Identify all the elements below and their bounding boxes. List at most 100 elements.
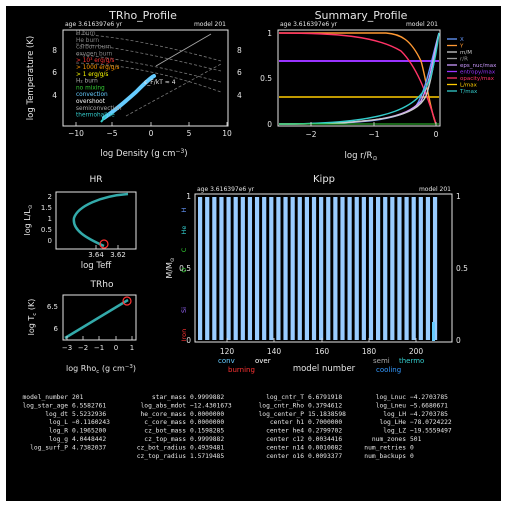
trho-profile-legend-item: > 10³ erg/g/s (76, 57, 114, 64)
kipp-convection-bar (212, 197, 217, 340)
trho-profile-curve-tail (100, 115, 107, 123)
trho-profile-legend-item: > 1 erg/g/s (76, 72, 108, 78)
info-value: 0.4939481 (190, 444, 224, 451)
info-value: 6.6791918 (308, 394, 342, 401)
kipp-x-tick-label: 180 (362, 347, 377, 356)
trho-profile-legend-item: carbon burn (76, 45, 112, 51)
kipp-convection-bar (347, 197, 352, 340)
trho-profile-burn-lines (75, 33, 222, 117)
summary-legend-item: X (460, 37, 464, 43)
trho-profile-legend-item: convection (76, 92, 108, 98)
hr-y-tick-label: 1.5 (41, 204, 52, 212)
trho-profile-panel: TRho_Profile age 3.616397e6 yr model 201… (26, 9, 242, 159)
info-label: cz_bot_mass (144, 428, 186, 435)
trho-profile-x-tick-label: −5 (106, 129, 117, 138)
kipp-convection-bar (226, 197, 231, 340)
hr-title: HR (89, 175, 102, 185)
info-value: −19.5559497 (410, 428, 452, 435)
trho-title: TRho (90, 280, 114, 290)
info-value: 0.3794612 (308, 402, 342, 409)
info-value: 0 (410, 453, 414, 460)
kipp-convection-bar (361, 197, 366, 340)
info-value: 1.5719485 (190, 453, 224, 460)
trho-panel: TRho −3 −2 −1 0 1 6.56 log Rhoc (g cm−3) log… (27, 280, 137, 375)
summary-profile-frame (277, 29, 441, 127)
kipp-convection-bar (354, 197, 359, 340)
info-label: log_center_P (259, 411, 305, 418)
info-label: log_cntr_T (266, 394, 304, 401)
trho-profile-x-tick-label: 10 (222, 129, 232, 138)
hr-track (72, 192, 129, 248)
info-label: log_LHe (379, 419, 406, 426)
kipp-x-tick-label: 140 (267, 347, 282, 356)
hr-current-point (99, 239, 109, 249)
trho-y-ticks: 6.56 (47, 303, 59, 333)
info-label: center he4 (266, 428, 304, 435)
info-label: log_R (49, 428, 68, 435)
hr-y-tick-label: 1 (48, 215, 52, 223)
trho-profile-legend-item: semiconvection (76, 106, 122, 112)
hr-y-ticks: 2 1.5 1 0.5 0 (41, 193, 52, 245)
kipp-y-tick-label-right: 0.5 (456, 264, 468, 273)
info-label: log_LZ (383, 428, 406, 435)
kipp-frame (194, 193, 453, 343)
trho-x-tick-label: −2 (78, 344, 88, 352)
trho-profile-y-ticks: 8 6 4 8 6 4 (52, 46, 242, 100)
summary-legend-item: T/max (459, 89, 478, 95)
summary-legend-item: r/R (460, 57, 468, 63)
kipp-y-tick-label: 0.5 (179, 264, 191, 273)
trho-profile-legend-item: oxygen burn (76, 51, 113, 57)
trho-profile-y-tick-label: 8 (52, 46, 57, 55)
summary-y-tick-label: 0 (267, 120, 272, 129)
trho-x-tick-label: 0 (114, 344, 118, 352)
trho-profile-legend-item: He burn (76, 38, 99, 44)
hr-y-tick-label: 0.5 (41, 226, 52, 234)
kipp-y-tick-label-right: 1 (456, 192, 461, 201)
summary-legend-item: eps_nuc/max (460, 63, 497, 69)
kipp-convection-bar (290, 197, 295, 340)
trho-profile-x-tick-label: −10 (68, 129, 84, 138)
info-value: 501 (410, 436, 422, 443)
info-value: 0.2799702 (308, 428, 342, 435)
info-label: star_mass (152, 394, 186, 401)
kipp-convection-bar (269, 197, 274, 340)
info-value: 0.0034416 (308, 436, 342, 443)
info-label: log_star_age (23, 402, 69, 409)
summary-profile-curves (278, 32, 440, 125)
info-value: −78.0724222 (410, 419, 452, 426)
info-value: 0 (410, 444, 414, 451)
info-value: 201 (72, 394, 84, 401)
trho-current-point (122, 296, 132, 306)
kipp-convection-bar (276, 197, 281, 340)
summary-x-tick-label: −1 (368, 130, 379, 139)
trho-profile-y-tick-label-right: 6 (237, 68, 242, 77)
kipp-convection-bar (418, 197, 423, 340)
info-value: 5.5232936 (72, 411, 106, 418)
trho-track (64, 298, 129, 340)
kipp-convection-bars (198, 197, 438, 340)
info-value: −4.2703785 (410, 411, 448, 418)
kipp-panel: Kipp age 3.616397e6 yr model 201 120 140 1… (165, 174, 468, 374)
kipp-convection-bar (304, 197, 309, 340)
pgstar-canvas: TRho_Profile age 3.616397e6 yr model 201… (23, 9, 498, 460)
summary-profile-title: Summary_Profile (315, 9, 408, 22)
info-label: num_zones (372, 436, 406, 443)
info-value: 15.1838598 (308, 411, 346, 418)
kipp-convection-bar (425, 197, 431, 340)
info-label: log_L (49, 419, 68, 426)
summary-legend-item: Y (459, 44, 464, 50)
trho-profile-x-tick-label: 5 (187, 129, 192, 138)
trho-profile-legend-item: H burn (76, 31, 96, 37)
kipp-convection-bar (247, 197, 253, 340)
info-label: log_Lnuc (376, 394, 407, 401)
summary-x-tick-label: −2 (305, 130, 316, 139)
trho-profile-x-ticks: −10 −5 0 5 10 (68, 122, 232, 138)
kipp-legend-item: cooling (376, 366, 401, 374)
trho-profile-degeneracy-line (155, 33, 212, 67)
trho-profile-y-tick-label: 4 (52, 91, 57, 100)
trho-profile-legend-item: no mixing (76, 85, 105, 91)
info-value: 0.7000000 (308, 419, 342, 426)
kipp-convection-bar (404, 197, 409, 340)
summary-profile-legend: XYm/Mr/Reps_nuc/maxentropy/maxopacity/ma… (447, 37, 497, 95)
